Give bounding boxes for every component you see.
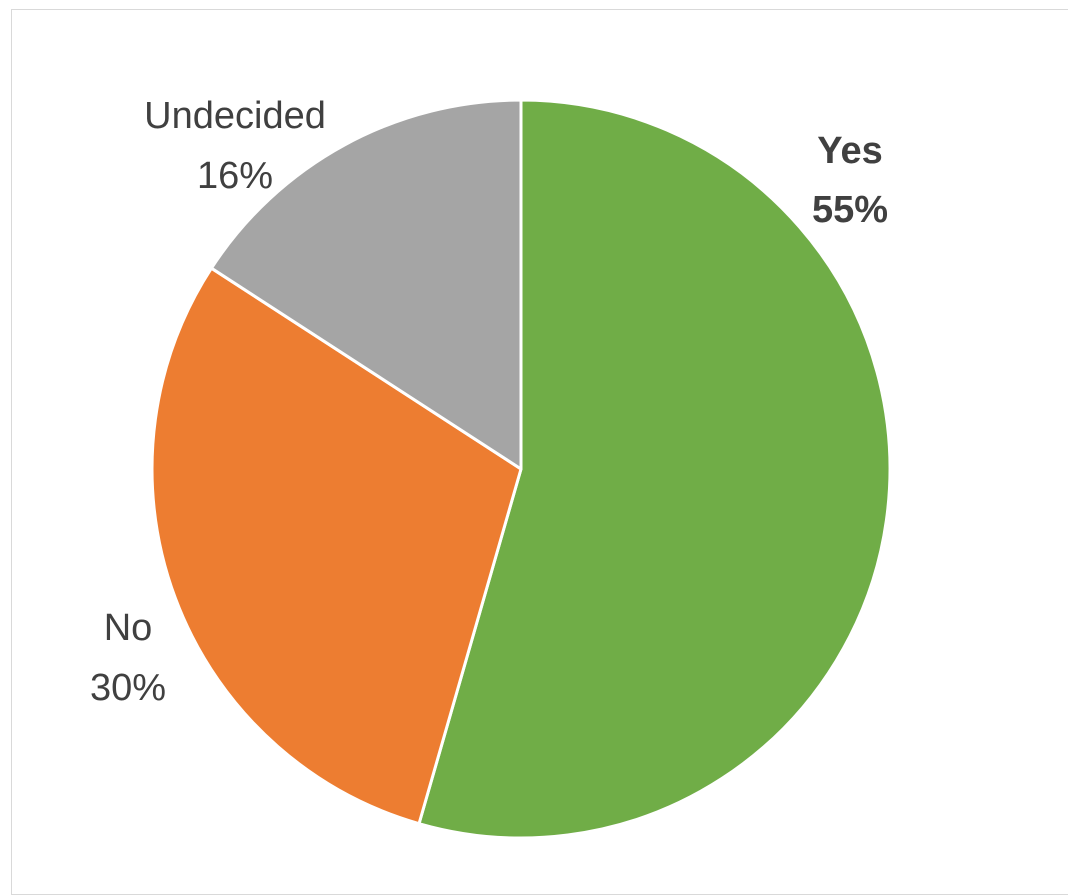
slice-label-no-name: No: [104, 607, 153, 649]
pie-slices: [150, 98, 892, 840]
pie-labels: Yes 55% No 30% Undecided 16%: [90, 95, 888, 709]
pie-slice-yes: [417, 98, 892, 840]
pie-slice-undecided: [209, 98, 523, 471]
slice-label-no-percent: 30%: [90, 667, 166, 709]
pie-slice-no: [150, 266, 523, 826]
slice-label-yes-percent: 55%: [812, 189, 888, 231]
slice-label-undecided-name: Undecided: [144, 95, 326, 137]
slice-label-undecided-percent: 16%: [197, 155, 273, 197]
slice-label-yes-name: Yes: [817, 130, 883, 172]
